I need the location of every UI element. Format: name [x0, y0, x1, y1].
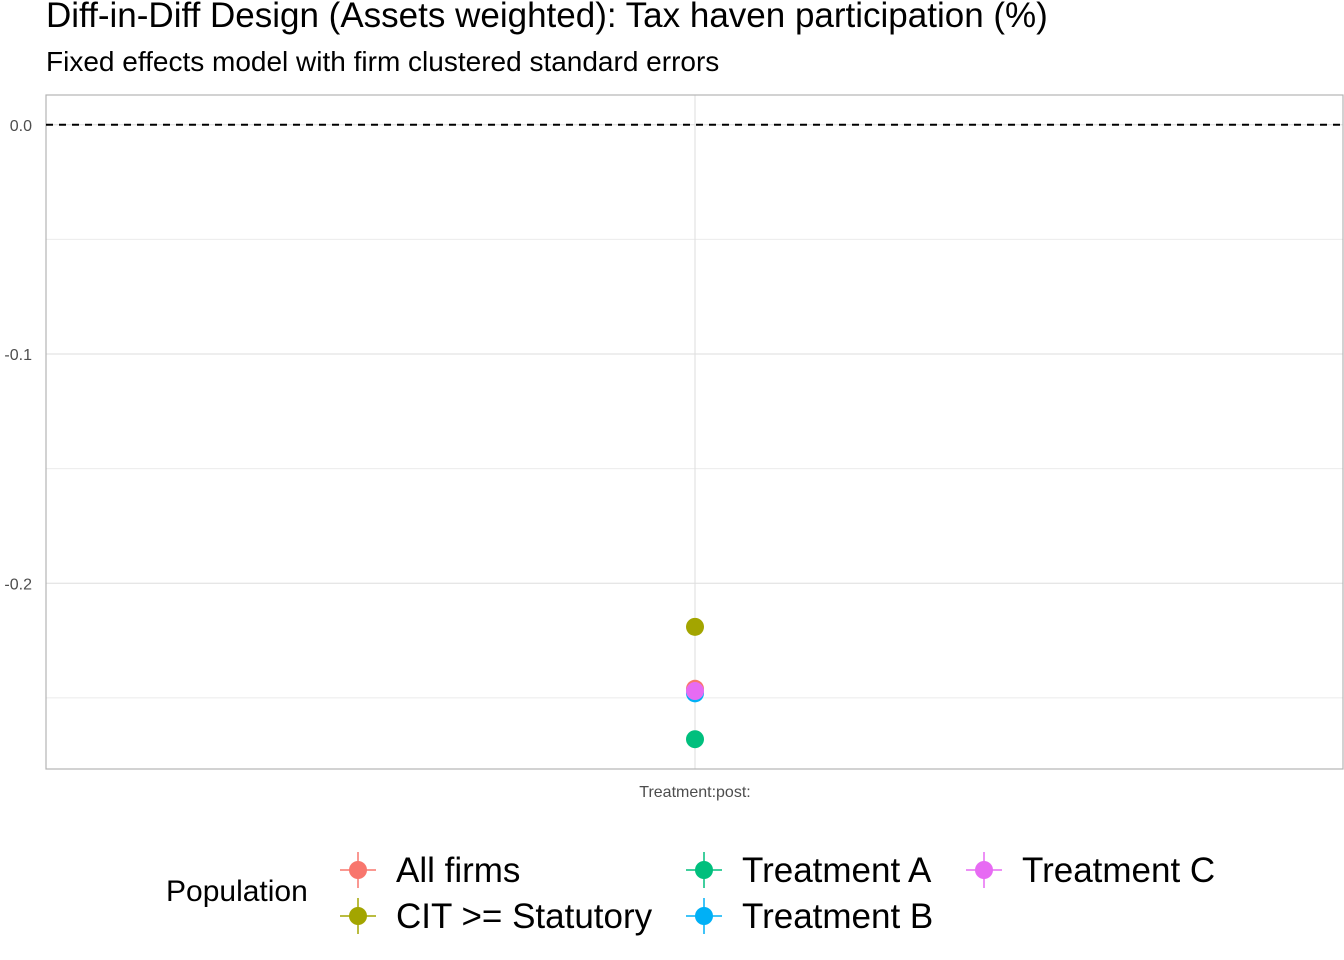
- panel-border: [45, 94, 1344, 770]
- point-treatment-a: [686, 730, 704, 749]
- legend-key-point: [349, 907, 367, 925]
- plot-area: 0.0 -0.1 -0.2 Treatment:post:: [4, 94, 1344, 801]
- legend-label: CIT >= Statutory: [396, 897, 653, 936]
- legend-key-treatment-b: [686, 898, 722, 934]
- legend-key-treatment-a: [686, 852, 722, 888]
- legend-label: Treatment A: [742, 851, 932, 890]
- legend-key-point: [349, 861, 367, 879]
- point-treatment-c: [686, 682, 704, 701]
- legend-key-point: [695, 861, 713, 879]
- y-tick-label: -0.2: [4, 576, 32, 593]
- legend-key-treatment-c: [966, 852, 1002, 888]
- legend-label: All firms: [396, 851, 521, 890]
- legend-title: Population: [166, 875, 308, 908]
- legend-key-cit-statutory: [340, 898, 376, 934]
- point-cit-statutory: [686, 617, 704, 636]
- y-tick-label: 0.0: [10, 118, 32, 135]
- y-tick-label: -0.1: [4, 347, 32, 364]
- chart-title: Diff-in-Diff Design (Assets weighted): T…: [46, 0, 1048, 35]
- legend-label: Treatment C: [1022, 851, 1216, 890]
- legend-key-all-firms: [340, 852, 376, 888]
- legend-key-point: [975, 861, 993, 879]
- x-tick-label: Treatment:post:: [639, 784, 750, 801]
- chart-subtitle: Fixed effects model with firm clustered …: [46, 46, 720, 77]
- legend-key-point: [695, 907, 713, 925]
- legend: Population All firms CIT >= Statutory Tr…: [166, 845, 1286, 945]
- legend-label: Treatment B: [742, 897, 934, 936]
